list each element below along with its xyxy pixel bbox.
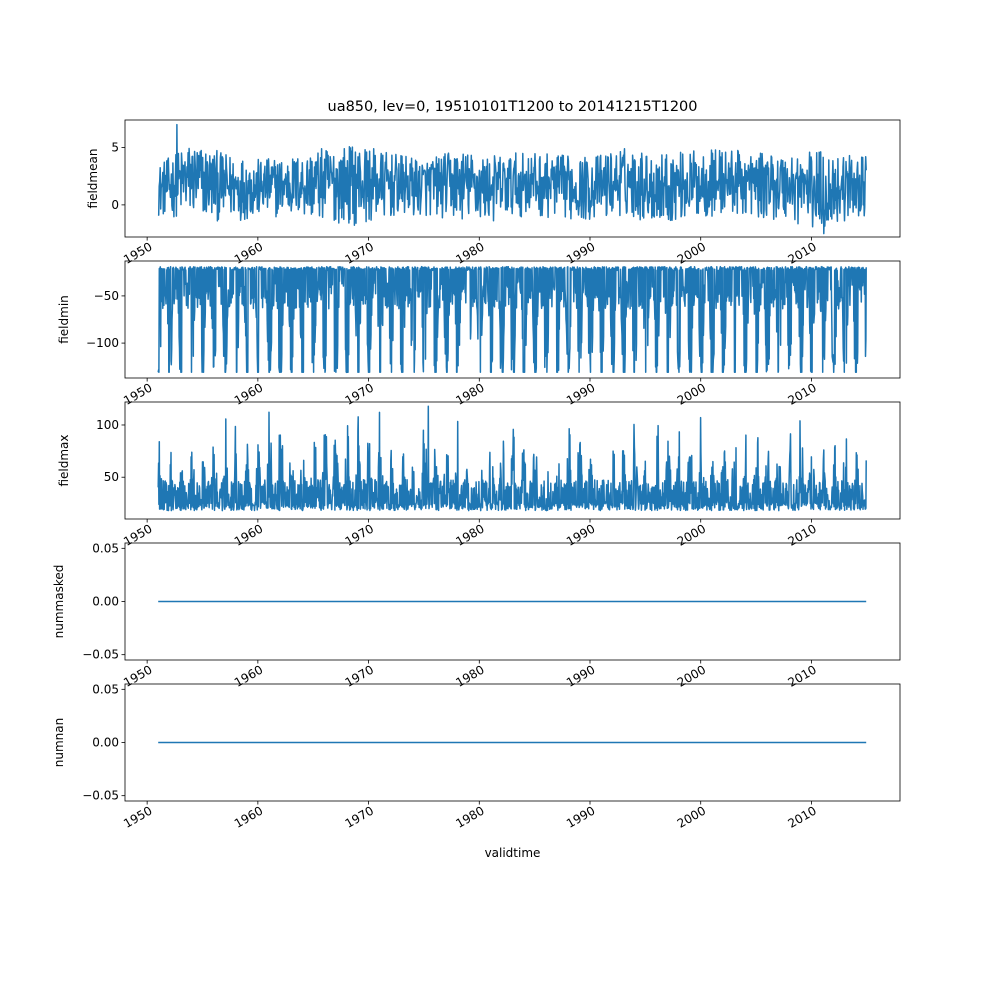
- axes-frame: [124, 119, 901, 238]
- x-tick-label: 1960: [232, 521, 265, 548]
- x-tick-label: 1960: [232, 239, 265, 266]
- x-tick-label: 1960: [232, 380, 265, 407]
- x-tick-label: 1980: [453, 239, 486, 266]
- x-tick-label: 2000: [675, 521, 708, 548]
- subplot-panels: 0 5 1950 1960 1970 1980 1990 2000 2010 fieldmean −…: [52, 119, 901, 831]
- y-tick-label: −100: [86, 336, 119, 350]
- y-tick-label: −0.05: [82, 789, 119, 803]
- x-tick-label: 1950: [121, 662, 154, 689]
- y-tick-label: 0: [111, 198, 119, 212]
- y-axis-label: fieldmean: [86, 149, 100, 209]
- x-tick-label: 1980: [453, 662, 486, 689]
- x-tick-label: 1970: [343, 521, 376, 548]
- y-axis-label: nummasked: [52, 565, 66, 639]
- x-tick-label: 1990: [564, 662, 597, 689]
- y-tick-label: 0.00: [92, 736, 119, 750]
- x-tick-label: 1960: [232, 662, 265, 689]
- x-tick-label: 1990: [564, 803, 597, 830]
- x-tick-label: 1950: [121, 521, 154, 548]
- x-tick-label: 1970: [343, 803, 376, 830]
- x-tick-label: 1990: [564, 380, 597, 407]
- y-axis-label: numnan: [52, 718, 66, 767]
- x-axis-label: validtime: [485, 846, 541, 860]
- x-tick-label: 1950: [121, 803, 154, 830]
- y-tick-label: 0.05: [92, 541, 119, 555]
- x-tick-label: 2000: [675, 662, 708, 689]
- y-tick-label: 5: [111, 141, 119, 155]
- x-tick-label: 1990: [564, 521, 597, 548]
- x-tick-label: 2010: [785, 380, 818, 407]
- y-axis-label: fieldmin: [57, 295, 71, 344]
- y-tick-label: 50: [104, 470, 119, 484]
- x-tick-label: 1970: [343, 662, 376, 689]
- series-line-fieldmax: [157, 405, 867, 512]
- y-tick-label: 0.00: [92, 595, 119, 609]
- x-tick-label: 2010: [785, 521, 818, 548]
- x-tick-label: 1950: [121, 239, 154, 266]
- subplot-fieldmax: 50 100 1950 1960 1970 1980 1990 2000 2010 fieldma…: [57, 401, 901, 549]
- series-line-fieldmean: [157, 123, 867, 235]
- x-tick-label: 2010: [785, 239, 818, 266]
- x-tick-label: 1980: [453, 521, 486, 548]
- x-tick-label: 1970: [343, 380, 376, 407]
- y-tick-label: 100: [96, 418, 119, 432]
- subplot-fieldmin: −50 −100 1950 1960 1970 1980 1990 2000 2010 field…: [57, 260, 901, 408]
- x-tick-label: 2010: [785, 662, 818, 689]
- subplot-fieldmean: 0 5 1950 1960 1970 1980 1990 2000 2010 fieldmean: [86, 119, 901, 267]
- x-tick-label: 2000: [675, 803, 708, 830]
- chart-title: ua850, lev=0, 19510101T1200 to 20141215T…: [328, 99, 698, 115]
- y-tick-label: −0.05: [82, 648, 119, 662]
- x-tick-label: 1980: [453, 803, 486, 830]
- x-tick-label: 2000: [675, 380, 708, 407]
- y-axis-label: fieldmax: [57, 434, 71, 486]
- x-tick-label: 2010: [785, 803, 818, 830]
- series-line-fieldmin: [157, 265, 867, 374]
- x-tick-label: 1980: [453, 380, 486, 407]
- axes-frame: [124, 401, 901, 520]
- axes-frame: [124, 260, 901, 379]
- y-tick-label: −50: [94, 289, 119, 303]
- x-tick-label: 2000: [675, 239, 708, 266]
- x-tick-label: 1970: [343, 239, 376, 266]
- x-tick-label: 1960: [232, 803, 265, 830]
- x-tick-label: 1950: [121, 380, 154, 407]
- y-tick-label: 0.05: [92, 682, 119, 696]
- x-tick-label: 1990: [564, 239, 597, 266]
